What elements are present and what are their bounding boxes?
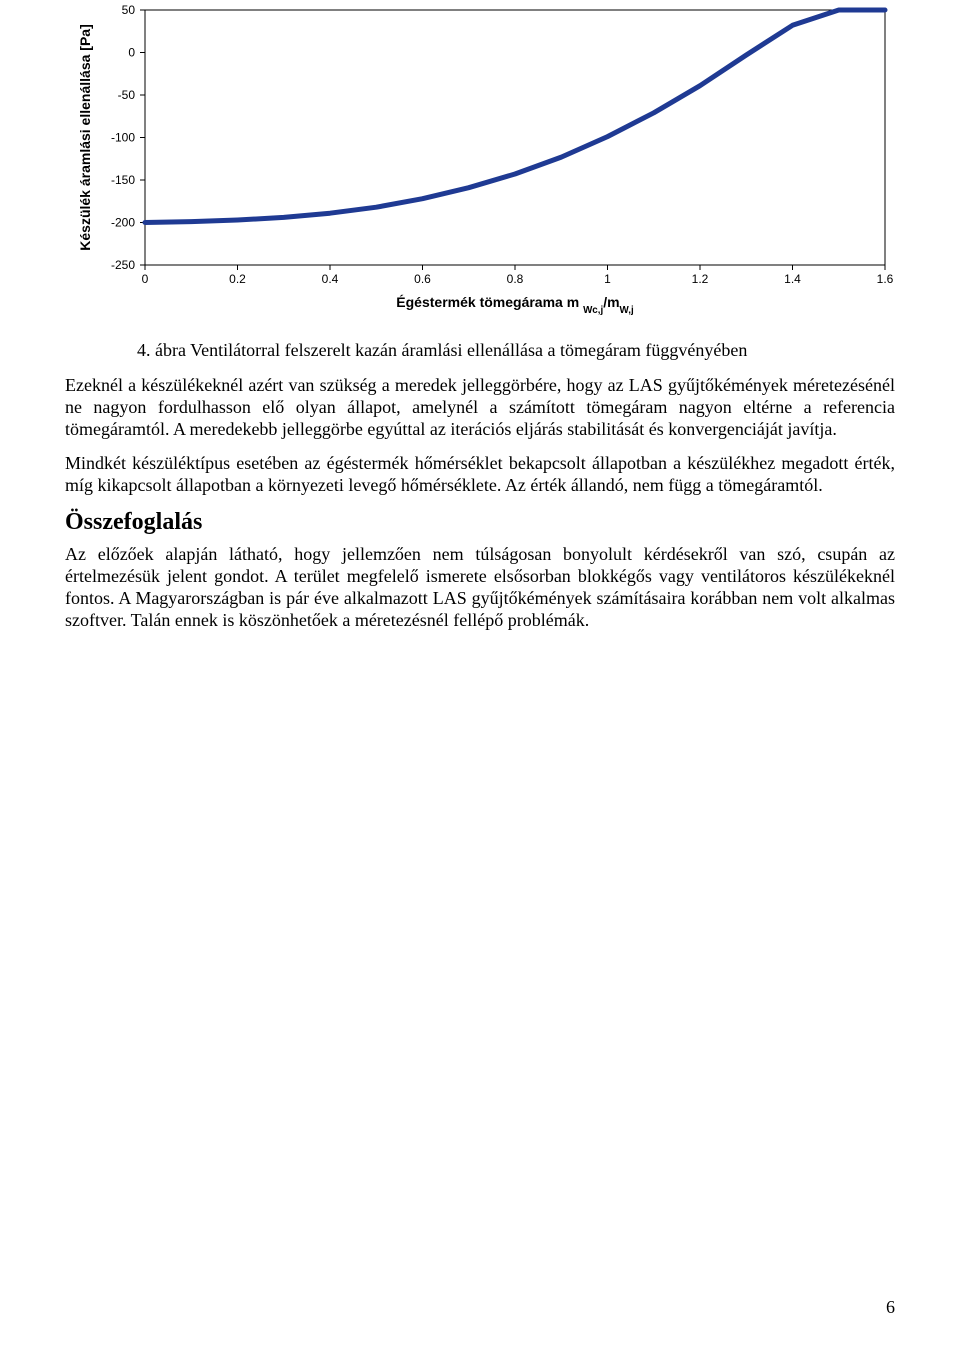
svg-text:0.4: 0.4 [322, 272, 339, 286]
svg-text:0: 0 [128, 46, 135, 60]
svg-text:0.8: 0.8 [507, 272, 524, 286]
svg-text:1.2: 1.2 [692, 272, 709, 286]
svg-text:1: 1 [604, 272, 611, 286]
chart-container: 50 0 -50 -100 -150 -200 -250 0 0.2 0.4 0.6 0.8 1 1.2 1… [65, 0, 895, 320]
svg-text:1.6: 1.6 [877, 272, 894, 286]
figure-caption: 4. ábra Ventilátorral felszerelt kazán á… [137, 340, 895, 361]
paragraph-1: Ezeknél a készülékeknél azért van szüksé… [65, 375, 895, 441]
summary-heading: Összefoglalás [65, 509, 895, 536]
svg-text:1.4: 1.4 [784, 272, 801, 286]
svg-text:Készülék áramlási ellenállása: Készülék áramlási ellenállása [Pa] [77, 24, 93, 250]
svg-text:-200: -200 [111, 216, 135, 230]
paragraph-2: Mindkét készüléktípus esetében az égéste… [65, 453, 895, 497]
svg-text:-250: -250 [111, 258, 135, 272]
svg-text:-100: -100 [111, 131, 135, 145]
paragraph-3: Az előzőek alapján látható, hogy jellemz… [65, 544, 895, 632]
svg-text:-150: -150 [111, 173, 135, 187]
svg-text:0: 0 [142, 272, 149, 286]
svg-text:-50: -50 [118, 88, 136, 102]
svg-text:Égéstermék tömegárama m Wc,j/m: Égéstermék tömegárama m Wc,j/mW,j [396, 294, 634, 316]
page-number: 6 [886, 1297, 895, 1318]
flow-resistance-chart: 50 0 -50 -100 -150 -200 -250 0 0.2 0.4 0.6 0.8 1 1.2 1… [65, 0, 895, 320]
svg-text:50: 50 [122, 3, 136, 17]
svg-text:0.6: 0.6 [414, 272, 431, 286]
svg-text:0.2: 0.2 [229, 272, 246, 286]
